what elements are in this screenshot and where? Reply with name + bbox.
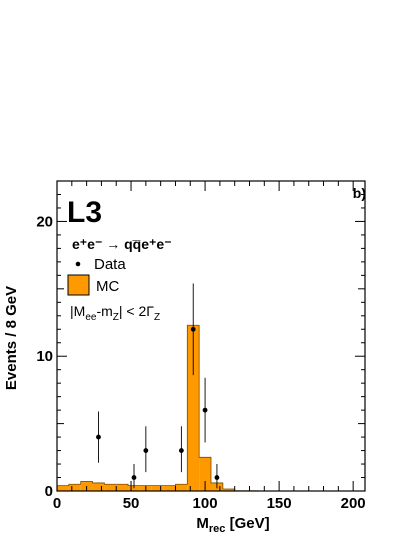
y-axis-title: Events / 8 GeV bbox=[3, 286, 20, 390]
mc-bar bbox=[199, 457, 211, 491]
mc-outline bbox=[56, 324, 365, 492]
y-tick-label: 20 bbox=[36, 213, 53, 230]
mc-bar bbox=[222, 488, 235, 491]
legend-data-label: Data bbox=[94, 256, 126, 273]
x-axis-title-sub: rec bbox=[209, 523, 226, 535]
cut-part-3: | < 2Γ bbox=[119, 303, 154, 319]
panel-label: b) bbox=[353, 185, 366, 201]
cut-part-2: -m bbox=[96, 303, 112, 319]
legend-mc-box bbox=[67, 274, 90, 296]
selection-cut-label: |Mee-mZ| < 2ΓZ bbox=[70, 303, 160, 323]
mc-bar bbox=[116, 484, 129, 491]
x-tick-label: 150 bbox=[267, 495, 292, 512]
data-point bbox=[214, 475, 220, 480]
y-tick-label: 10 bbox=[36, 348, 53, 365]
x-axis-title-unit: [GeV] bbox=[225, 515, 269, 532]
process-label: e⁺e⁻ → qq̅e⁺e⁻ bbox=[72, 236, 172, 252]
mc-bar bbox=[104, 484, 117, 491]
y-tick-label: 0 bbox=[45, 483, 53, 500]
data-point bbox=[202, 407, 208, 413]
x-tick-label: 50 bbox=[123, 495, 140, 512]
axis-ticks: 0 50 100 150 200 0 10 20 bbox=[36, 181, 366, 512]
legend-mc-label: MC bbox=[96, 278, 119, 295]
x-tick-label: 0 bbox=[53, 495, 61, 512]
mc-bar bbox=[151, 485, 164, 491]
x-tick-label: 100 bbox=[193, 495, 218, 512]
x-axis-title-main: M bbox=[196, 515, 209, 532]
mc-bar bbox=[163, 485, 176, 491]
cut-sub-ee: ee bbox=[85, 312, 97, 323]
data-points bbox=[96, 283, 220, 489]
cut-part-1: |M bbox=[70, 303, 85, 319]
data-point bbox=[143, 448, 149, 453]
data-point bbox=[96, 434, 101, 440]
data-point bbox=[131, 475, 137, 480]
legend-data-marker bbox=[75, 261, 81, 267]
mc-bar bbox=[68, 484, 81, 491]
x-tick-label: 200 bbox=[341, 495, 366, 512]
mc-bar bbox=[187, 325, 200, 491]
cut-sub-z: Z bbox=[113, 312, 119, 323]
mc-bar bbox=[175, 484, 188, 491]
plot-frame bbox=[56, 180, 366, 492]
data-point bbox=[178, 448, 184, 453]
mc-bar bbox=[92, 482, 105, 491]
x-axis-title: Mrec [GeV] bbox=[196, 515, 269, 535]
data-point bbox=[190, 326, 196, 332]
mc-bar bbox=[57, 485, 69, 491]
cut-sub-z2: Z bbox=[154, 312, 160, 323]
mc-histogram bbox=[56, 324, 365, 492]
experiment-label: L3 bbox=[67, 196, 102, 229]
